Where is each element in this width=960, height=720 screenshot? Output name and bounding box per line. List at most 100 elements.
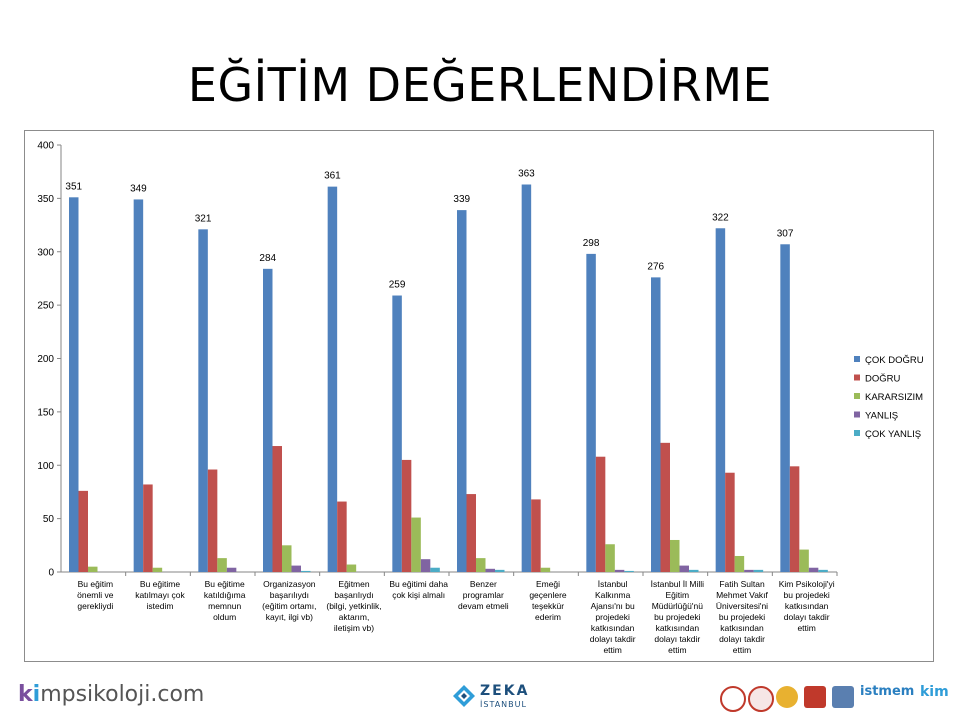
x-tick-label: İstanbul: [598, 579, 628, 589]
x-tick-label: Kim Psikoloji'yi: [779, 579, 835, 589]
bar: [780, 244, 790, 572]
zeka-istanbul-logo: ZEKA İSTANBUL: [452, 680, 542, 716]
x-tick-label: başarılıydı: [270, 590, 309, 600]
x-tick-label: katkısından: [720, 623, 764, 633]
bar-value-label: 349: [130, 183, 147, 194]
legend-swatch: [854, 393, 860, 399]
x-tick-label: Müdürlüğü'nü: [652, 601, 704, 611]
x-tick-label: bu projedeki: [654, 612, 700, 622]
x-tick-label: projedeki: [595, 612, 630, 622]
bar: [198, 229, 208, 572]
legend: ÇOK DOĞRU DOĞRU KARARSIZIM YANLIŞ ÇOK YANLIŞ: [854, 355, 924, 440]
x-tick-label: katılmayı çok: [135, 590, 185, 600]
bar: [78, 490, 88, 572]
bar: [133, 199, 144, 572]
bar-value-label: 298: [583, 238, 600, 249]
partner-emblem-icon: [776, 686, 798, 708]
x-tick-label: bu projedeki: [719, 612, 765, 622]
y-tick-label: 350: [37, 194, 54, 205]
bar: [799, 549, 809, 572]
kimpsikoloji-logo[interactable]: kimpsikoloji.com: [18, 682, 205, 707]
x-tick-label: ederim: [535, 612, 561, 622]
bar: [670, 539, 680, 572]
x-tick-label: ettim: [603, 645, 621, 655]
bar: [207, 469, 218, 572]
bar: [401, 459, 412, 572]
bar: [789, 466, 800, 572]
bar: [152, 567, 163, 572]
bar: [679, 565, 689, 572]
x-tick-label: teşekkür: [532, 601, 564, 611]
bar: [420, 559, 431, 572]
bar: [457, 210, 467, 572]
partner-flag-icon: [804, 686, 826, 708]
y-tick-label: 300: [37, 247, 54, 258]
x-tick-label: katkısından: [785, 601, 829, 611]
bar: [624, 570, 634, 572]
legend-label: YANLIŞ: [865, 411, 898, 422]
y-tick-label: 150: [37, 407, 54, 418]
istmem-logo: istmem: [860, 684, 915, 699]
x-tick-label: çok kişi almalı: [392, 590, 445, 600]
legend-label: ÇOK YANLIŞ: [865, 429, 921, 440]
x-tick-label: Bu eğitim: [78, 579, 113, 589]
y-tick-label: 50: [43, 514, 55, 525]
legend-label: DOĞRU: [865, 374, 901, 385]
bar-value-label: 363: [518, 168, 535, 179]
partner-seal-icon: [720, 686, 746, 712]
x-tick-label: Eğitmen: [338, 579, 369, 589]
bar: [69, 197, 79, 572]
y-tick-label: 200: [37, 354, 54, 365]
bar: [734, 555, 745, 572]
bar: [327, 186, 338, 572]
kim-small-logo: kim: [920, 684, 949, 700]
value-labels: 351 349 321 284 361 259 339 363 298 276 322 307: [65, 168, 793, 290]
x-tick-label: Fatih Sultan: [719, 579, 765, 589]
bar: [660, 442, 670, 572]
chart-frame: 0 50 100 150 200 250 300 350 400 351 349 321 284 361…: [24, 130, 934, 662]
x-tick-label: ettim: [797, 623, 815, 633]
x-tick-label: memnun: [208, 601, 241, 611]
x-tick-label: ettim: [668, 645, 686, 655]
bar-value-label: 322: [712, 212, 729, 223]
bar: [753, 569, 764, 572]
bar: [282, 545, 292, 572]
x-tick-label: Kalkınma: [595, 590, 631, 600]
bar: [291, 565, 301, 572]
bar: [411, 517, 421, 572]
x-tick-label: Organizasyon: [263, 579, 316, 589]
partner-seal-icon: [748, 686, 774, 712]
x-tick-label: (eğitim ortamı,: [262, 601, 316, 611]
bar: [651, 277, 661, 572]
x-tick-label: kayıt, ilgi vb): [266, 612, 313, 622]
partner-badge-icon: [832, 686, 854, 708]
x-tick-label: Bu eğitime: [140, 579, 180, 589]
bar: [614, 569, 625, 572]
zeka-subtitle: İSTANBUL: [480, 700, 527, 709]
x-tick-label: dolayı takdir: [654, 634, 700, 644]
bar: [263, 268, 273, 572]
y-tick-label: 0: [48, 568, 54, 579]
legend-swatch: [854, 374, 860, 381]
bar: [818, 569, 828, 572]
bar: [531, 499, 541, 572]
legend-label: ÇOK DOĞRU: [865, 355, 924, 366]
bar: [226, 567, 237, 572]
x-tick-label: dolayı takdir: [784, 612, 830, 622]
bar: [485, 568, 495, 572]
x-tick-label: Üniversitesi'ni: [716, 601, 768, 611]
x-tick-label: İstanbul İl Milli: [651, 579, 704, 589]
x-tick-label: (bilgi, yetkinlik,: [326, 601, 381, 611]
x-tick-label: ettim: [733, 645, 751, 655]
bar: [808, 567, 819, 572]
slide-title: EĞİTİM DEĞERLENDİRME: [187, 58, 773, 112]
bar: [586, 253, 596, 572]
footer: kimpsikoloji.com ZEKA İSTANBUL istmem ki…: [0, 670, 960, 720]
y-tick-label: 400: [37, 141, 54, 152]
bar-value-label: 307: [777, 228, 794, 239]
bars: [69, 184, 828, 572]
bar: [605, 544, 615, 572]
x-tick-label: aktarım,: [339, 612, 370, 622]
bar: [337, 501, 347, 572]
